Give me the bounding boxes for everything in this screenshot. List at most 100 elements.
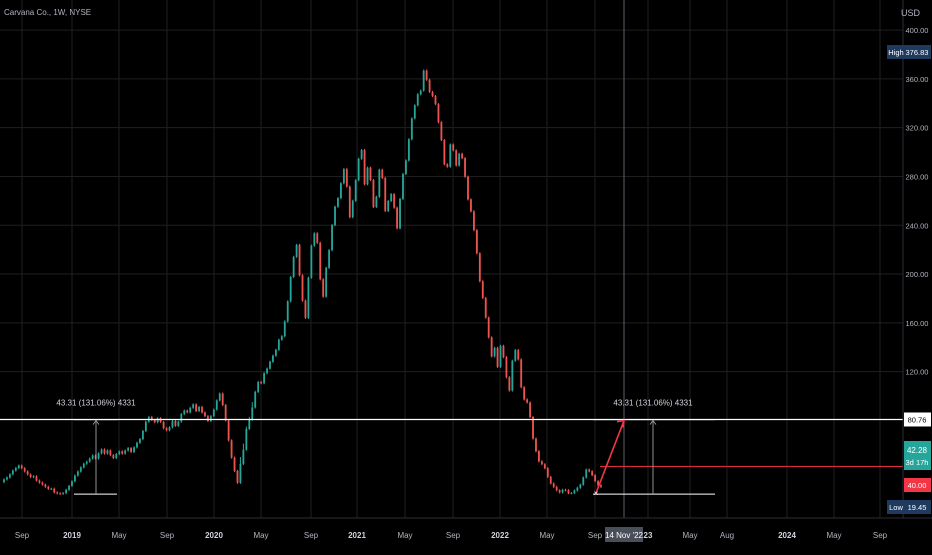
candle-body <box>263 373 265 384</box>
candle-body <box>558 490 561 493</box>
candle-body <box>227 420 230 441</box>
candle-body <box>555 486 558 491</box>
candle-body <box>124 450 127 454</box>
candle-body <box>322 279 325 297</box>
candle-body <box>283 321 286 337</box>
candle-body <box>328 250 331 268</box>
candle-body <box>274 349 277 356</box>
candle-body <box>372 180 375 207</box>
time-tick: Sep <box>446 531 461 540</box>
candle-body <box>564 489 567 491</box>
candle-body <box>325 267 328 297</box>
candle-body <box>133 447 135 452</box>
measure-label: 43.31 (131.06%) 4331 <box>613 399 693 408</box>
candle-body <box>529 402 531 418</box>
price-tick: 120.00 <box>906 368 929 377</box>
time-tick: 2020 <box>205 531 223 540</box>
grid-lines <box>0 0 903 519</box>
candle-body <box>431 91 434 97</box>
time-axis-bg <box>0 518 932 550</box>
candle-body <box>218 393 221 401</box>
candle-body <box>159 418 162 423</box>
candle-body <box>118 451 121 455</box>
candle-body <box>85 461 88 464</box>
candle-body <box>437 104 440 123</box>
candle-body <box>337 198 339 207</box>
candle-body <box>502 345 505 358</box>
candle-body <box>342 169 345 184</box>
candle-body <box>467 176 469 200</box>
time-tick: 2022 <box>491 531 509 540</box>
time-axis: Sep 2019 May Sep 2020 May Sep 2021 May Sep 2022 May… <box>0 517 932 550</box>
candle-body <box>212 409 215 417</box>
candle-body <box>523 387 526 400</box>
candle-body <box>162 422 165 429</box>
candle-body <box>461 153 464 159</box>
candle-body <box>449 144 452 167</box>
time-tick: May <box>397 531 412 540</box>
candle-body <box>97 453 100 459</box>
candle-body <box>266 368 268 374</box>
time-tick: May <box>253 531 268 540</box>
time-tick: May <box>539 531 554 540</box>
candle-body <box>41 482 44 485</box>
candle-body <box>141 431 144 440</box>
candle-body <box>543 464 546 469</box>
candle-body <box>215 400 218 410</box>
candle-body <box>316 233 319 243</box>
candle-body <box>351 200 354 218</box>
candle-body <box>369 167 372 181</box>
candle-body <box>535 438 537 452</box>
candle-body <box>452 144 455 151</box>
candle-body <box>53 488 56 493</box>
candle-body <box>514 350 517 361</box>
candle-body <box>319 242 322 280</box>
candle-body <box>230 440 233 458</box>
level-price-value: 80.76 <box>908 415 927 424</box>
candle-body <box>201 407 203 413</box>
candle-body <box>224 405 227 421</box>
candle-body <box>68 485 70 490</box>
candle-body <box>115 454 118 458</box>
candle-body <box>567 490 570 494</box>
candle-body <box>180 414 183 422</box>
candle-body <box>62 493 65 495</box>
candle-body <box>561 489 564 493</box>
candle-body <box>600 485 602 487</box>
candle-body <box>390 194 393 201</box>
candle-body <box>139 439 141 443</box>
time-tick: Sep <box>160 531 175 540</box>
candle-body <box>20 465 23 469</box>
candle-body <box>407 139 410 161</box>
high-price-value-bg <box>904 45 931 59</box>
high-price-tag-label: High <box>888 48 903 57</box>
candle-body <box>23 468 26 472</box>
candle-body <box>511 360 514 391</box>
candle-body <box>588 469 591 472</box>
candle-body <box>520 359 523 388</box>
candle-body <box>396 207 398 229</box>
candle-body <box>538 451 540 462</box>
candle-body <box>552 483 555 487</box>
time-tick: 2021 <box>348 531 366 540</box>
candle-body <box>47 486 50 489</box>
price-tick: 320.00 <box>906 124 929 133</box>
candle-body <box>177 421 180 426</box>
candle-body <box>594 475 597 482</box>
candle-body <box>298 244 301 276</box>
candle-body <box>307 277 310 318</box>
candle-body <box>44 484 47 487</box>
candle-body <box>239 463 242 483</box>
candle-body <box>38 480 41 483</box>
candle-body <box>470 199 472 212</box>
candle-body <box>277 339 280 350</box>
candle-body <box>363 150 366 185</box>
measure-arrow-head <box>92 419 100 425</box>
candle-body <box>310 245 313 278</box>
candle-body <box>171 421 174 428</box>
candle-body <box>91 455 94 459</box>
candle-body <box>348 186 351 218</box>
candle-body <box>109 450 112 456</box>
